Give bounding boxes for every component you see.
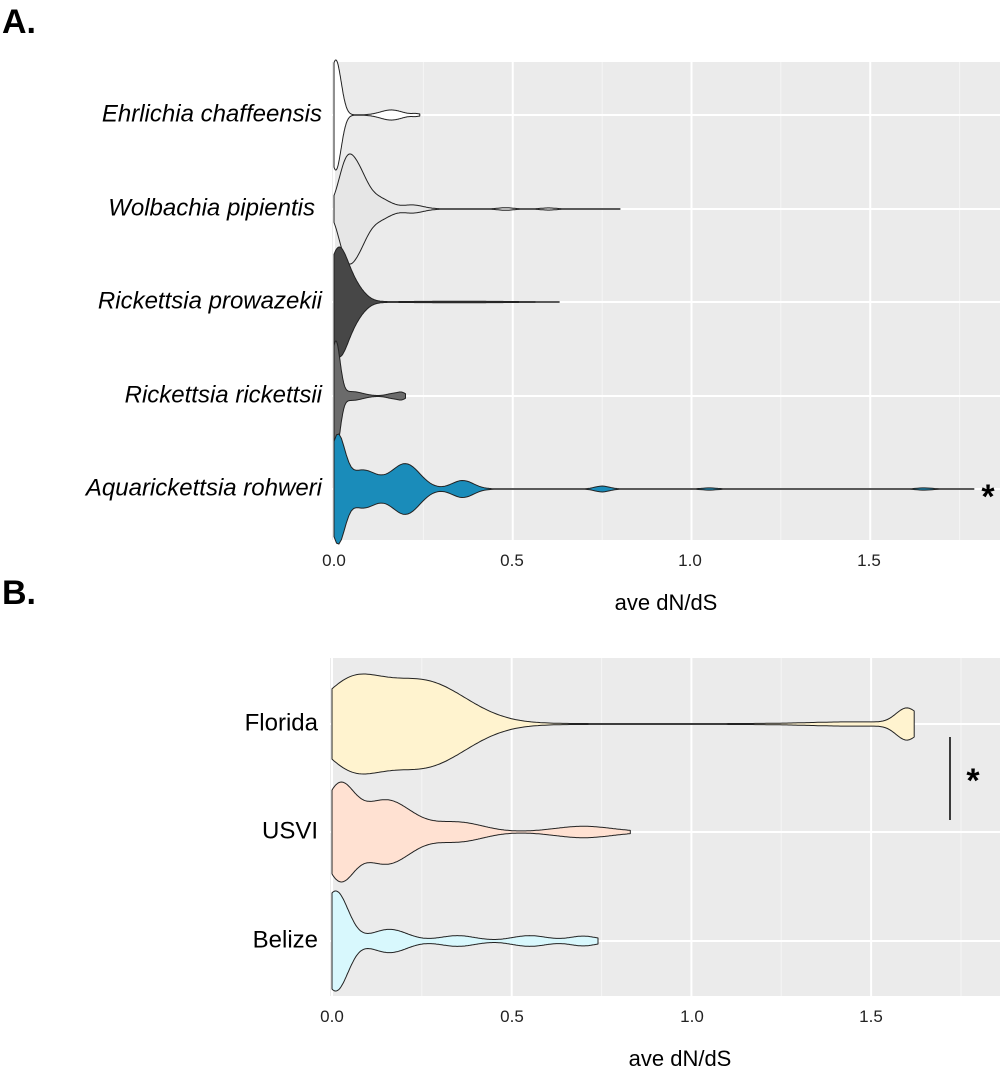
panel-a-violins (333, 59, 975, 545)
panel-label-a: A. (2, 3, 36, 41)
violin-ehrlichia-chaffeensis (333, 59, 421, 171)
category-label: USVI (262, 817, 318, 844)
x-tick-label: 0.5 (500, 551, 524, 570)
category-label: Ehrlichia chaffeensis (102, 100, 322, 127)
category-label: Rickettsia rickettsii (125, 381, 323, 408)
violin-aquarickettsia-rohweri (333, 433, 975, 545)
x-tick-label: 0.5 (500, 1007, 524, 1026)
x-tick-label: 1.0 (678, 551, 702, 570)
category-label: Aquarickettsia rohweri (84, 474, 323, 501)
violin-florida (331, 673, 915, 775)
violin-usvi (331, 781, 631, 883)
panel-b-violins (331, 673, 915, 992)
category-label: Rickettsia prowazekii (98, 287, 323, 314)
category-label: Wolbachia pipientis (108, 194, 315, 221)
violin-wolbachia-pipientis (333, 153, 621, 265)
x-tick-label: 1.5 (859, 1007, 883, 1026)
x-axis-title: ave dN/dS (615, 590, 718, 615)
violin-belize (331, 890, 599, 992)
category-label: Florida (245, 709, 319, 736)
x-axis-title: ave dN/dS (629, 1046, 732, 1070)
significance-star: * (966, 762, 980, 800)
x-tick-label: 0.0 (320, 1007, 344, 1026)
significance-star: * (981, 478, 995, 516)
x-tick-label: 1.0 (680, 1007, 704, 1026)
category-label: Belize (253, 926, 318, 953)
violin-rickettsia-rickettsii (333, 340, 406, 452)
violin-rickettsia-prowazekii (333, 246, 560, 358)
x-tick-label: 1.5 (857, 551, 881, 570)
x-tick-label: 0.0 (322, 551, 346, 570)
panel-label-b: B. (2, 574, 36, 612)
